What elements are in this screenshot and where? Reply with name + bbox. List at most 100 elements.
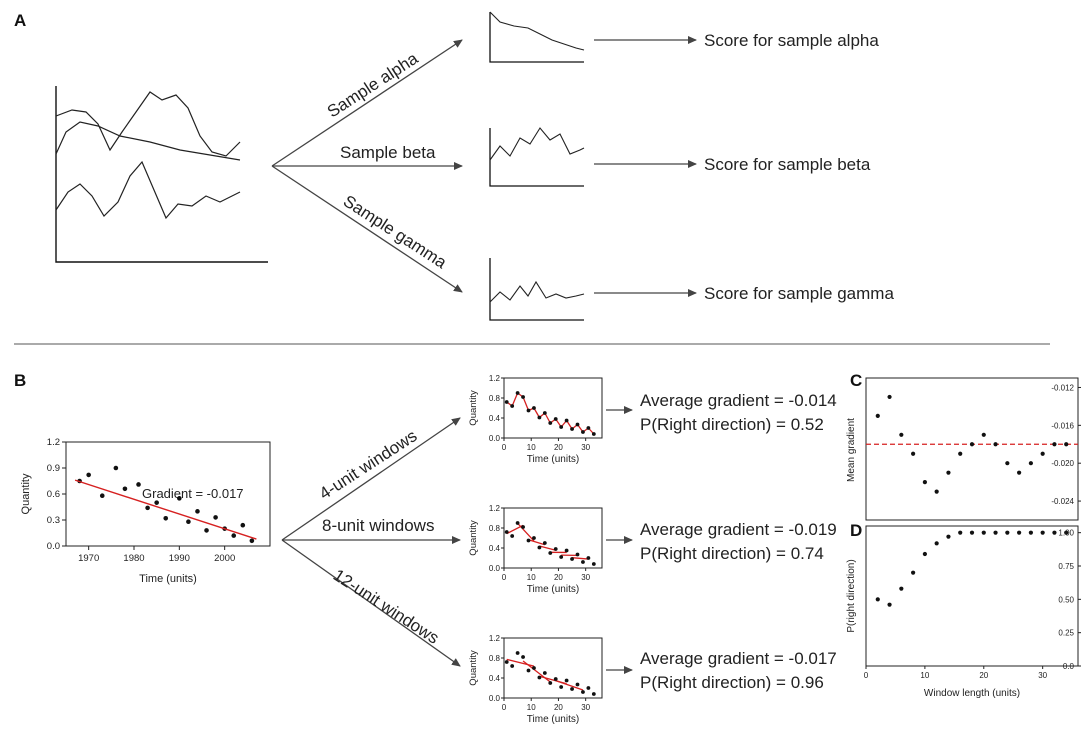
window-data-point <box>564 418 569 423</box>
average-slope-point <box>887 394 892 400</box>
correct-trend-point <box>1040 530 1045 535</box>
subsample-plot-3 <box>489 258 585 321</box>
window-chart-2: 0 10 20 30 0.0 0.4 0.8 1.2 Time (units) Quantity <box>468 504 603 595</box>
main-data-point <box>213 515 218 520</box>
average-slope-point <box>946 470 951 475</box>
window-x-tick-label: 30 <box>581 703 590 712</box>
main-x-tick-label: 1980 <box>123 553 144 564</box>
correct-trend-point <box>1028 530 1033 535</box>
chart-d-x-tick-label: 20 <box>979 671 988 680</box>
main-data-point <box>122 486 128 492</box>
correct-trend-point <box>922 551 927 557</box>
window-chart-3: 0 10 20 30 0.0 0.4 0.8 1.2 Time (units) Quantity <box>468 634 603 725</box>
window-data-point <box>548 681 553 685</box>
correct-trend-point <box>875 597 880 602</box>
window-y-tick-label: 1.2 <box>489 634 501 643</box>
main-chart-annotation: Gradient = -0.017 <box>142 486 244 501</box>
main-data-point <box>136 482 141 487</box>
window-x-tick-label: 20 <box>554 573 563 582</box>
window-data-point <box>564 678 569 683</box>
window-data-point <box>532 536 536 540</box>
main-data-point <box>195 509 200 514</box>
branch-label-a-1: Sample alpha <box>324 49 422 122</box>
source-series-line-1 <box>55 91 241 157</box>
window-data-point <box>553 547 558 551</box>
average-slope-point <box>911 451 916 456</box>
window-data-point <box>570 687 574 691</box>
main-trend-line <box>74 479 257 540</box>
chart-c-y-tick-label: -0.016 <box>1051 421 1074 430</box>
window-data-point <box>591 562 596 566</box>
window-chart-xlabel: Time (units) <box>527 714 579 725</box>
window-y-tick-label: 0.0 <box>489 564 501 573</box>
main-chart-ylabel: Quantity <box>20 473 32 514</box>
window-y-tick-label: 0.8 <box>489 524 501 533</box>
window-x-tick-label: 0 <box>502 703 507 712</box>
chart-c-frame <box>865 377 1079 521</box>
average-slope-point <box>993 442 998 447</box>
window-data-point <box>581 560 585 564</box>
window-data-point <box>515 521 520 525</box>
window-data-point <box>586 556 591 560</box>
window-x-tick-label: 10 <box>527 443 536 452</box>
window-x-tick-label: 30 <box>581 443 590 452</box>
subsample-plot-1 <box>489 11 585 63</box>
main-data-point <box>154 500 159 505</box>
window-data-point <box>575 552 580 557</box>
main-data-point <box>145 505 150 511</box>
window-y-tick-label: 0.8 <box>489 654 501 663</box>
window-data-point <box>581 690 585 694</box>
window-data-point <box>570 427 574 431</box>
main-data-point <box>240 522 246 528</box>
correct-trend-point <box>1005 530 1010 535</box>
chart-d-x-tick-label: 30 <box>1038 671 1047 680</box>
panel-letter-b: B <box>14 371 26 390</box>
chart-d-y-tick-label: 0.75 <box>1058 562 1074 571</box>
window-data-point <box>515 651 520 655</box>
window-y-tick-label: 1.2 <box>489 504 501 513</box>
subsample-plot-2 <box>489 127 585 187</box>
chart-d-x-tick-label: 0 <box>864 671 869 680</box>
window-y-tick-label: 0.0 <box>489 694 501 703</box>
branch-arrow-a-1 <box>271 39 463 167</box>
average-slope-point <box>899 432 904 437</box>
main-data-point <box>177 496 182 501</box>
chart-c-ylabel: Mean gradient <box>846 418 857 482</box>
branch-label-b-1: 4-unit windows <box>316 426 421 503</box>
window-data-point <box>521 395 525 399</box>
chart-d-xlabel: Window length (units) <box>924 688 1020 699</box>
window-data-point <box>532 406 536 410</box>
panel-letter-d: D <box>850 521 862 540</box>
average-slope-point <box>969 442 975 447</box>
window-data-point <box>591 432 596 436</box>
correct-trend-probability-chart: Window length (units) P(right direction)… <box>846 525 1081 699</box>
window-x-tick-label: 0 <box>502 443 507 452</box>
correct-trend-text-2: P(Right direction) = 0.74 <box>640 544 824 563</box>
correct-trend-point <box>887 602 892 607</box>
window-data-point <box>553 417 558 421</box>
average-slope-point <box>1040 451 1045 456</box>
correct-trend-point <box>899 586 904 591</box>
window-fit-line <box>517 522 535 542</box>
correct-trend-point <box>1064 530 1069 535</box>
window-fit-line <box>539 545 556 551</box>
branch-label-b-3: 12-unit windows <box>330 565 443 647</box>
average-slope-point <box>1028 461 1033 466</box>
window-data-point <box>504 530 509 534</box>
window-x-tick-label: 30 <box>581 573 590 582</box>
chart-c-y-tick-label: -0.012 <box>1051 383 1074 392</box>
correct-trend-point <box>1017 530 1022 535</box>
average-slope-point <box>1017 470 1022 475</box>
window-chart-ylabel: Quantity <box>468 520 479 556</box>
window-data-point <box>542 541 547 545</box>
branch-arrow-a-3 <box>271 165 463 293</box>
average-slope-point <box>1005 461 1010 466</box>
branch-label-a-3: Sample gamma <box>340 191 451 272</box>
main-data-point <box>204 528 209 533</box>
window-y-tick-label: 0.4 <box>489 674 501 683</box>
average-slope-point <box>922 480 927 485</box>
result-label-a-2: Score for sample beta <box>704 155 871 174</box>
window-data-point <box>586 426 591 430</box>
window-data-point <box>526 408 531 413</box>
